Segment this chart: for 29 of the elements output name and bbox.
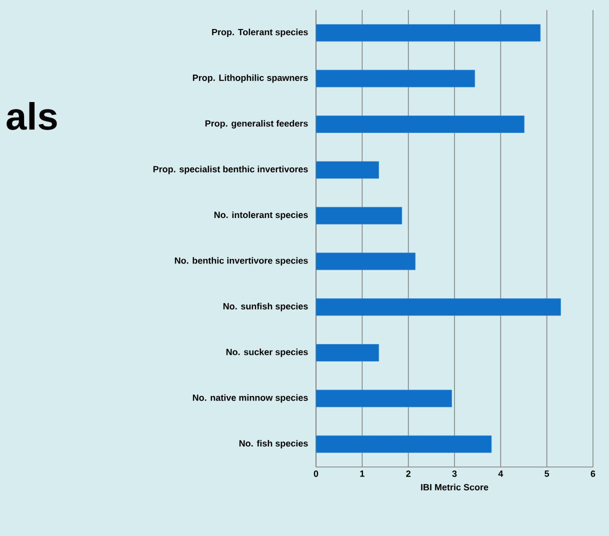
- bar: [316, 206, 402, 224]
- bar: [316, 344, 379, 362]
- x-tick-label: 2: [406, 470, 410, 477]
- y-tick-label: No. sunfish species: [223, 302, 308, 312]
- bar: [316, 390, 452, 408]
- y-tick-label: Prop. generalist feeders: [205, 120, 308, 128]
- x-tick-label: 0: [314, 470, 318, 477]
- y-tick-label: No. sucker species: [226, 348, 308, 357]
- y-tick-label: No. fish species: [239, 440, 308, 448]
- y-tick-label: Prop. specialist benthic invertivores: [153, 166, 308, 174]
- y-tick-label: Prop. Tolerant species: [212, 28, 308, 38]
- x-tick-label: 4: [498, 470, 504, 477]
- text: als: [6, 102, 57, 130]
- bar: [316, 24, 541, 42]
- x-tick-label: 1: [360, 470, 364, 477]
- y-tick-label: No. native minnow species: [192, 394, 308, 403]
- x-tick-label: 6: [590, 470, 596, 477]
- bar: [316, 252, 416, 270]
- bar: [316, 116, 524, 133]
- x-tick-label: 5: [544, 470, 550, 477]
- bar: [316, 70, 476, 88]
- bar: [316, 435, 492, 453]
- y-tick-label: No. benthic invertivore species: [174, 257, 308, 266]
- x-tick-label: 3: [452, 470, 457, 477]
- bar: [316, 161, 379, 179]
- bar: [316, 298, 561, 316]
- x-axis-title: IBI Metric Score: [421, 484, 488, 490]
- y-tick-label: Prop. Lithophilic spawners: [192, 74, 308, 83]
- y-tick-label: No. intolerant species: [214, 211, 308, 220]
